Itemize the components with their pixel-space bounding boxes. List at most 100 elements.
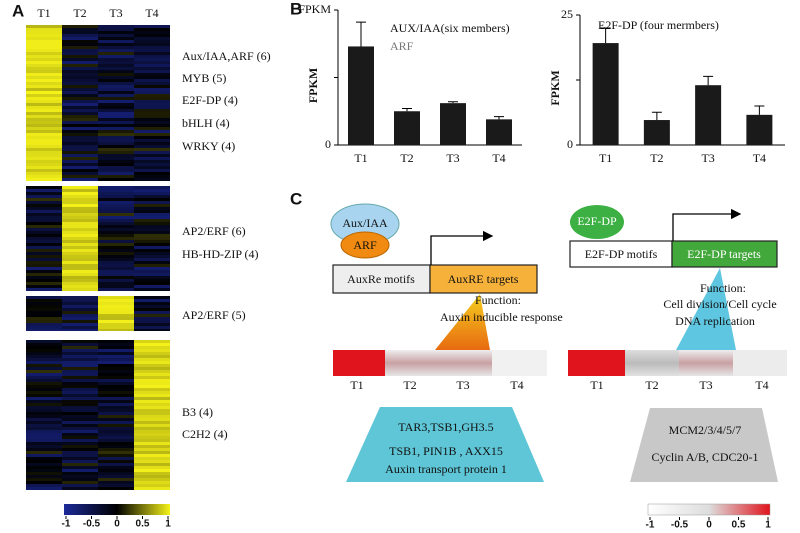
heatmap-cell xyxy=(134,340,170,343)
expression-strip xyxy=(385,350,438,376)
heatmap-cell xyxy=(98,388,134,391)
heatmap-cell xyxy=(134,282,170,285)
heatmap-cell xyxy=(134,82,170,85)
heatmap-cell xyxy=(134,154,170,157)
heatmap-cell xyxy=(134,308,170,311)
column-label: T3 xyxy=(109,6,122,20)
heatmap-cell xyxy=(26,121,62,124)
function-text: Cell division/Cell cycle xyxy=(663,297,776,311)
colorbar-tick-label: -1 xyxy=(646,520,655,531)
heatmap-cell xyxy=(62,305,98,308)
heatmap-cell xyxy=(26,252,62,255)
regulator-shape xyxy=(570,205,624,239)
heatmap-cell xyxy=(62,97,98,100)
heatmap-cell xyxy=(26,376,62,379)
heatmap-cell xyxy=(98,100,134,103)
heatmap-cell xyxy=(98,469,134,472)
heatmap-cell xyxy=(62,457,98,460)
heatmap-cell xyxy=(26,88,62,91)
heatmap-cell xyxy=(62,255,98,258)
heatmap-cell xyxy=(98,163,134,166)
heatmap-cell xyxy=(134,121,170,124)
error-bar xyxy=(600,27,611,44)
heatmap-cell xyxy=(62,267,98,270)
heatmap-cell xyxy=(98,91,134,94)
colorbar xyxy=(647,503,771,516)
heatmap-cell xyxy=(26,139,62,142)
target-box xyxy=(671,240,778,268)
heatmap-cell xyxy=(26,28,62,31)
heatmap-cell xyxy=(134,270,170,273)
heatmap-cell xyxy=(134,451,170,454)
heatmap-cell xyxy=(26,415,62,418)
heatmap-cell xyxy=(62,43,98,46)
heatmap-cell xyxy=(26,276,62,279)
heatmap-cell xyxy=(98,258,134,261)
heatmap-cell xyxy=(62,198,98,201)
heatmap-cell xyxy=(62,439,98,442)
heatmap-cell xyxy=(98,299,134,302)
heatmap-cell xyxy=(62,145,98,148)
heatmap-cell xyxy=(62,91,98,94)
heatmap-cell xyxy=(98,249,134,252)
heatmap-cell xyxy=(26,427,62,430)
heatmap-cell xyxy=(134,415,170,418)
heatmap-cell xyxy=(134,400,170,403)
gene-family-label: E2F-DP (4) xyxy=(182,93,238,107)
heatmap-cell xyxy=(98,288,134,291)
motif-label: E2F-DP motifs xyxy=(585,247,658,261)
heatmap-cell xyxy=(26,106,62,109)
heatmap-cell xyxy=(98,403,134,406)
heatmap-cell xyxy=(134,34,170,37)
heatmap-cell xyxy=(62,76,98,79)
heatmap-cell xyxy=(98,424,134,427)
heatmap-cell xyxy=(26,343,62,346)
heatmap-cell xyxy=(62,85,98,88)
heatmap-cell xyxy=(26,82,62,85)
heatmap-cell xyxy=(26,133,62,136)
heatmap-cell xyxy=(62,472,98,475)
heatmap-cell xyxy=(134,343,170,346)
heatmap-cell xyxy=(62,195,98,198)
heatmap xyxy=(26,25,170,490)
heatmap-cell xyxy=(98,192,134,195)
bar xyxy=(394,111,420,145)
heatmap-cell xyxy=(62,94,98,97)
heatmap-cell xyxy=(26,267,62,270)
heatmap-cell xyxy=(62,367,98,370)
heatmap-cell xyxy=(134,302,170,305)
heatmap-cell xyxy=(26,34,62,37)
heatmap-cell xyxy=(98,302,134,305)
heatmap-cell xyxy=(62,427,98,430)
heatmap-cell xyxy=(134,225,170,228)
heatmap-cell xyxy=(26,433,62,436)
heatmap-cell xyxy=(98,391,134,394)
chart-subtitle: ARF xyxy=(390,39,414,53)
heatmap-cell xyxy=(62,478,98,481)
heatmap-cell xyxy=(26,370,62,373)
expression-strip xyxy=(733,350,787,376)
heatmap-cell xyxy=(26,228,62,231)
heatmap-cell xyxy=(62,186,98,189)
heatmap-cell xyxy=(62,424,98,427)
heatmap-cell xyxy=(62,421,98,424)
heatmap-cell xyxy=(26,148,62,151)
heatmap-cell xyxy=(134,210,170,213)
heatmap-cell xyxy=(98,175,134,178)
heatmap-cell xyxy=(98,157,134,160)
heatmap-cell xyxy=(98,186,134,189)
heatmap-cell xyxy=(62,109,98,112)
heatmap-cell xyxy=(98,484,134,487)
function-title: Function: xyxy=(475,293,521,307)
column-label: T4 xyxy=(755,378,768,392)
function-title: Function: xyxy=(700,281,746,295)
heatmap-cell xyxy=(98,225,134,228)
heatmap-cell xyxy=(134,207,170,210)
heatmap-cell xyxy=(134,394,170,397)
heatmap-cell xyxy=(62,169,98,172)
heatmap-cell xyxy=(26,169,62,172)
heatmap-cell xyxy=(62,379,98,382)
heatmap-cell xyxy=(26,151,62,154)
heatmap-cell xyxy=(26,382,62,385)
column-label: T1 xyxy=(590,378,603,392)
